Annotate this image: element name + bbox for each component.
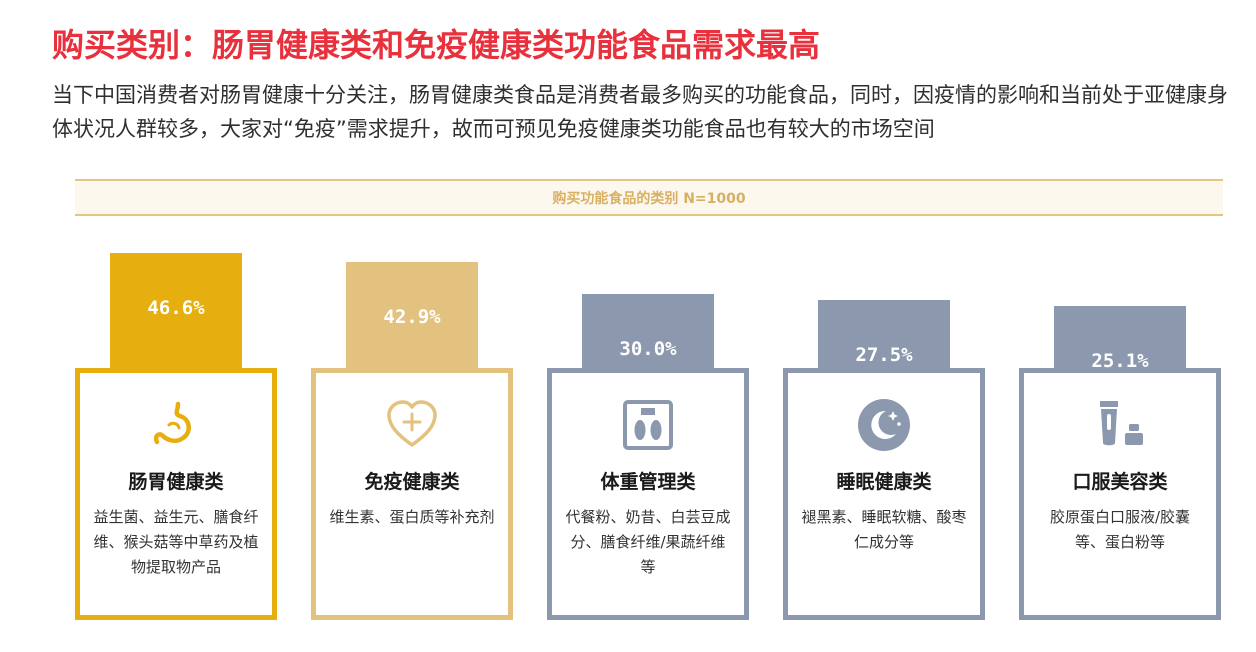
category-description: 维生素、蛋白质等补充剂 — [329, 508, 495, 526]
weight-scale-icon — [620, 397, 676, 453]
category-card-3: 体重管理类代餐粉、奶昔、白芸豆成分、膳食纤维/果蔬纤维等 — [547, 368, 749, 620]
category-description: 胶原蛋白口服液/胶囊等、蛋白粉等 — [1049, 508, 1191, 551]
category-description: 褪黑素、睡眠软糖、酸枣仁成分等 — [801, 508, 967, 551]
bar-4: 27.5% — [818, 300, 950, 370]
bar-1: 46.6% — [110, 253, 242, 370]
moon-stars-icon — [856, 397, 912, 453]
heart-plus-icon — [384, 397, 440, 453]
category-card-4: 睡眠健康类褪黑素、睡眠软糖、酸枣仁成分等 — [783, 368, 985, 620]
bar-value-label: 46.6% — [147, 297, 205, 319]
category-description: 益生菌、益生元、膳食纤维、猴头菇等中草药及植物提取物产品 — [93, 508, 259, 576]
bar-value-label: 30.0% — [619, 338, 677, 360]
category-name: 免疫健康类 — [364, 471, 460, 493]
page-title: 购买类别：肠胃健康类和免疫健康类功能食品需求最高 — [52, 26, 821, 64]
bar-2: 42.9% — [346, 262, 478, 370]
category-name: 体重管理类 — [600, 471, 696, 493]
cosmetics-icon — [1092, 397, 1148, 453]
bar-value-label: 27.5% — [855, 344, 913, 366]
category-name: 睡眠健康类 — [836, 471, 932, 493]
bar-3: 30.0% — [582, 294, 714, 370]
category-name: 肠胃健康类 — [128, 471, 224, 493]
category-card-2: 免疫健康类维生素、蛋白质等补充剂 — [311, 368, 513, 620]
category-card-1: 肠胃健康类益生菌、益生元、膳食纤维、猴头菇等中草药及植物提取物产品 — [75, 368, 277, 620]
bar-value-label: 25.1% — [1091, 350, 1149, 372]
stomach-icon — [148, 397, 204, 453]
category-description: 代餐粉、奶昔、白芸豆成分、膳食纤维/果蔬纤维等 — [565, 508, 731, 576]
bar-value-label: 42.9% — [383, 306, 441, 328]
category-name: 口服美容类 — [1072, 471, 1168, 493]
bar-5: 25.1% — [1054, 306, 1186, 372]
chart-title: 购买功能食品的类别 N=1000 — [75, 179, 1223, 216]
page-subtitle: 当下中国消费者对肠胃健康十分关注，肠胃健康类食品是消费者最多购买的功能食品，同时… — [52, 83, 1228, 141]
category-card-5: 口服美容类胶原蛋白口服液/胶囊等、蛋白粉等 — [1019, 368, 1221, 620]
